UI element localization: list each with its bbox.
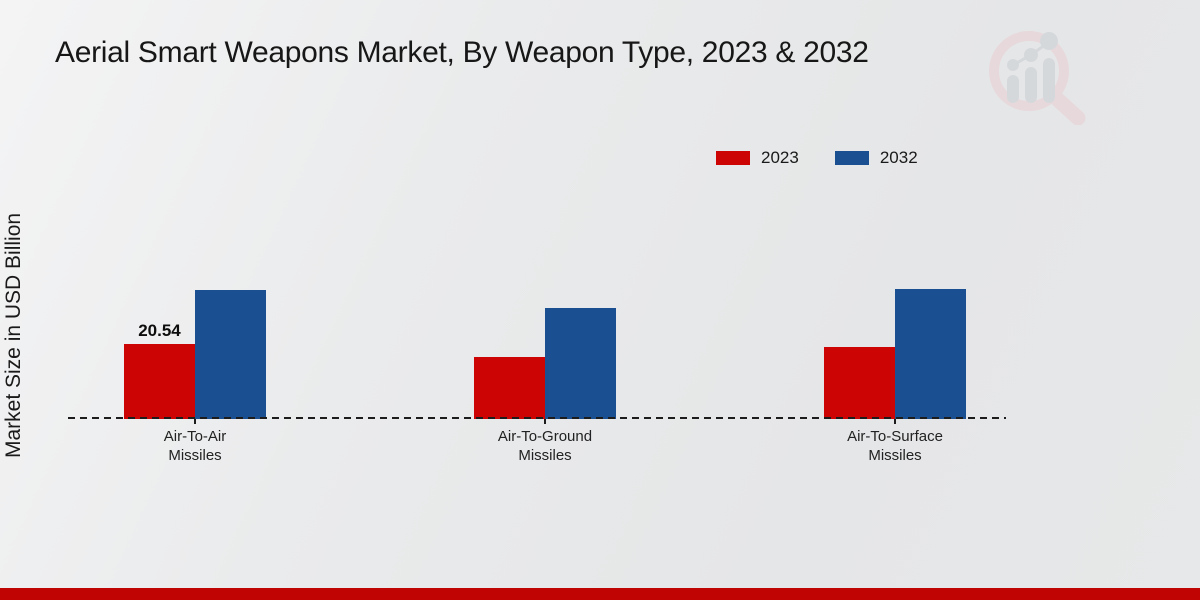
- legend-label: 2023: [761, 148, 799, 167]
- legend-item-2032: 2032: [834, 148, 918, 168]
- x-axis-tick: [194, 419, 196, 424]
- legend-swatch: [834, 151, 869, 165]
- bar-2023-category-2: [824, 347, 895, 419]
- legend-item-2023: 2023: [716, 148, 799, 168]
- category-label: Air-To-Air Missiles: [163, 428, 227, 464]
- legend-label: 2032: [879, 148, 918, 167]
- x-axis-tick: [544, 419, 546, 424]
- bar-value-label: 20.54: [138, 321, 181, 340]
- chart-title: Aerial Smart Weapons Market, By Weapon T…: [55, 36, 869, 69]
- category-label: Air-To-Ground Missiles: [497, 428, 593, 464]
- x-axis-tick: [894, 419, 896, 424]
- legend: 2023 2032: [716, 148, 918, 168]
- bar-2032-category-0: [195, 290, 266, 419]
- category-label: Air-To-Surface Missiles: [847, 428, 943, 464]
- bar-2023-category-1: [474, 357, 545, 419]
- x-axis-baseline: [68, 417, 1006, 419]
- magnifier-bar-chart-icon: [989, 31, 1086, 126]
- footer-accent-bar: [0, 588, 1200, 600]
- brand-logo-watermark: [985, 25, 1090, 126]
- legend-swatch: [716, 151, 750, 165]
- bar-2032-category-2: [895, 289, 966, 419]
- bar-2032-category-1: [545, 308, 616, 419]
- bar-2023-category-0: [124, 344, 195, 419]
